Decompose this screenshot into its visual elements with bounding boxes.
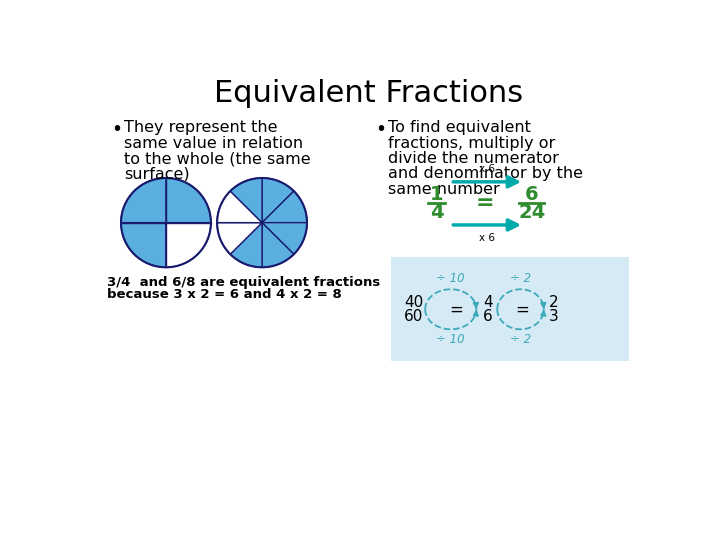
Text: fractions, multiply or: fractions, multiply or	[387, 136, 555, 151]
Text: •: •	[375, 120, 387, 139]
Text: •: •	[112, 120, 123, 139]
Wedge shape	[121, 222, 166, 267]
FancyBboxPatch shape	[391, 257, 629, 361]
Wedge shape	[230, 222, 262, 267]
Text: Equivalent Fractions: Equivalent Fractions	[215, 79, 523, 107]
Text: 24: 24	[518, 203, 545, 222]
Text: 6: 6	[525, 185, 539, 204]
Wedge shape	[166, 178, 211, 222]
Wedge shape	[217, 191, 262, 222]
Text: because 3 x 2 = 6 and 4 x 2 = 8: because 3 x 2 = 6 and 4 x 2 = 8	[107, 288, 342, 301]
Text: x 6: x 6	[479, 233, 495, 242]
Text: same value in relation: same value in relation	[124, 136, 303, 151]
Text: 2: 2	[549, 295, 558, 310]
Text: =: =	[475, 193, 494, 213]
Text: 3: 3	[549, 309, 558, 323]
Text: =: =	[516, 300, 529, 318]
Wedge shape	[262, 178, 294, 222]
Text: =: =	[449, 300, 463, 318]
Text: ÷ 10: ÷ 10	[436, 333, 465, 346]
Text: 40: 40	[405, 295, 423, 310]
Text: same number: same number	[387, 182, 500, 197]
Text: surface): surface)	[124, 166, 190, 181]
Text: 3/4  and 6/8 are equivalent fractions: 3/4 and 6/8 are equivalent fractions	[107, 276, 380, 289]
Wedge shape	[262, 222, 307, 254]
Wedge shape	[121, 178, 166, 222]
Text: divide the numerator: divide the numerator	[387, 151, 559, 166]
Text: ÷ 2: ÷ 2	[510, 272, 531, 286]
Text: and denominator by the: and denominator by the	[387, 166, 582, 181]
Wedge shape	[230, 178, 262, 222]
Text: x 6: x 6	[479, 164, 495, 174]
Text: To find equivalent: To find equivalent	[387, 120, 531, 135]
Wedge shape	[262, 222, 294, 267]
Text: They represent the: They represent the	[124, 120, 278, 135]
Text: 1: 1	[430, 185, 444, 204]
Wedge shape	[262, 191, 307, 222]
Text: 60: 60	[404, 309, 423, 323]
Text: 4: 4	[483, 295, 492, 310]
Text: 4: 4	[430, 203, 444, 222]
Text: ÷ 10: ÷ 10	[436, 272, 465, 286]
Text: to the whole (the same: to the whole (the same	[124, 151, 311, 166]
Text: 6: 6	[482, 309, 492, 323]
Wedge shape	[166, 222, 211, 267]
Wedge shape	[217, 222, 262, 254]
Text: ÷ 2: ÷ 2	[510, 333, 531, 346]
